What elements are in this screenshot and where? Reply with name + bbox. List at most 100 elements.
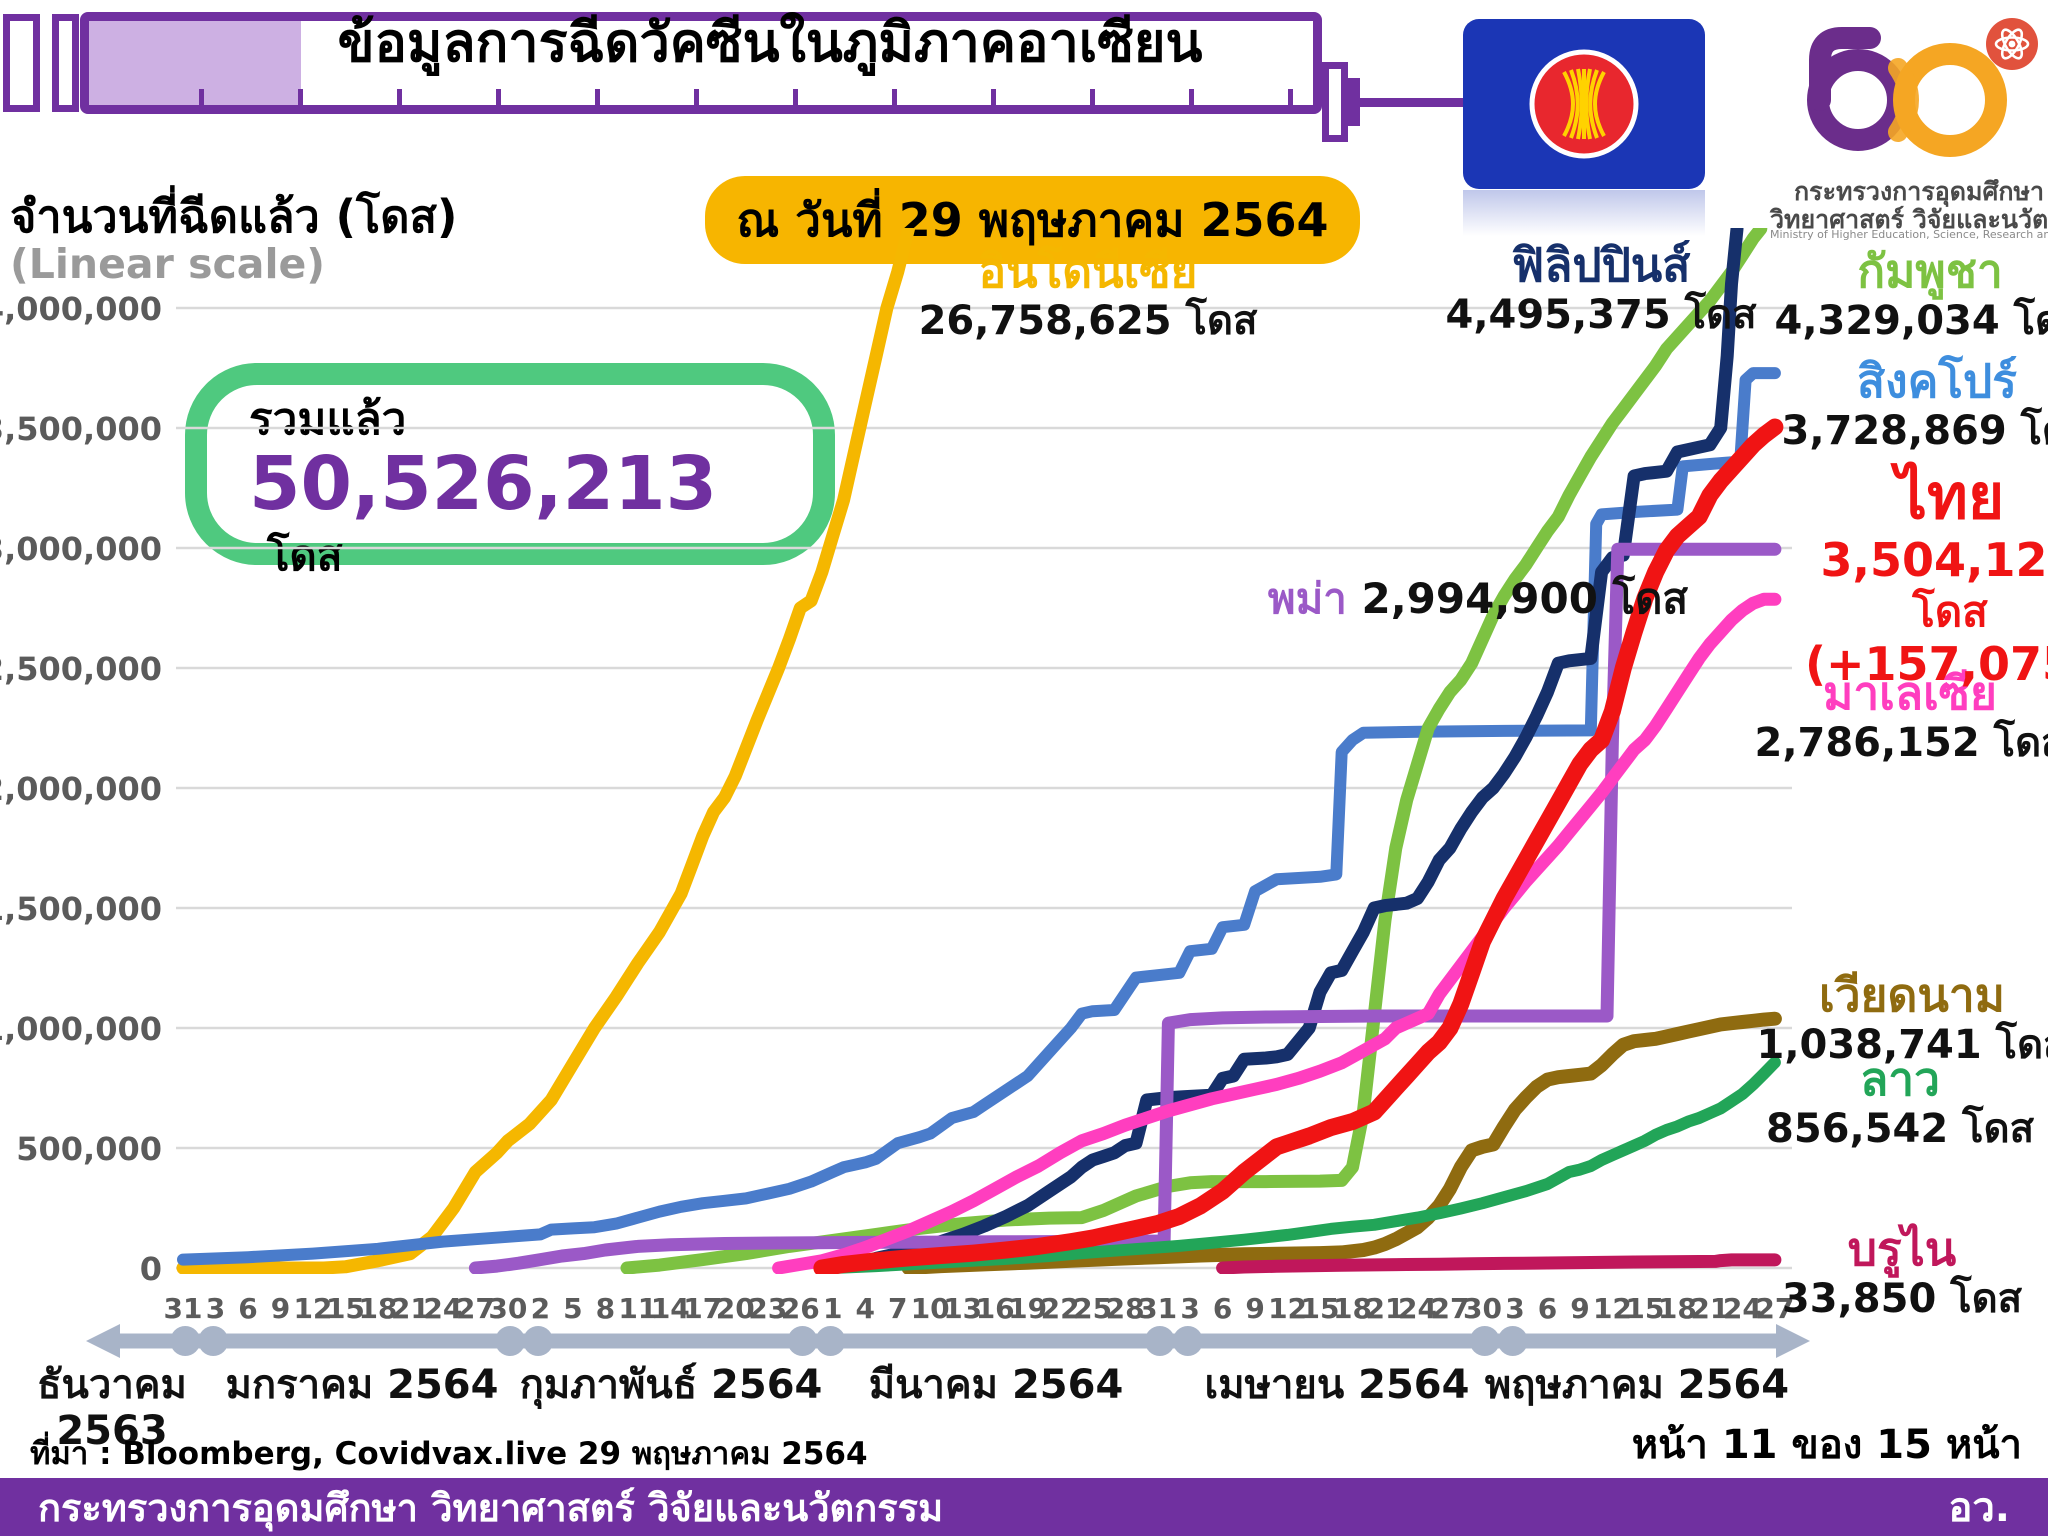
syringe-tick [793, 89, 798, 105]
syringe-tick [496, 89, 501, 105]
month-label: กุมภาพันธ์ 2564 [520, 1362, 823, 1410]
syringe-tick [694, 89, 699, 105]
syringe-nozzle [1322, 62, 1348, 142]
arrow-left-icon [86, 1324, 120, 1358]
x-axis-tick-label: 9 [271, 1292, 290, 1325]
month-boundary-dot [815, 1326, 846, 1356]
syringe-plunger-bar-1 [3, 14, 40, 112]
x-axis-tick-label: 27 [1755, 1292, 1794, 1325]
series-line-indonesia [176, 228, 915, 1274]
x-axis-tick-label: 12 [1268, 1292, 1307, 1325]
source-citation: ที่มา : Bloomberg, Covidvax.live 29 พฤษภ… [30, 1436, 868, 1472]
x-axis-tick-label: 14 [651, 1292, 690, 1325]
x-axis-tick-label: 2 [531, 1292, 550, 1325]
syringe-tick [1189, 89, 1194, 105]
x-axis-tick-label: 9 [1570, 1292, 1589, 1325]
x-axis-tick-label: 10 [911, 1292, 950, 1325]
page-title: ข้อมูลการฉีดวัคซีนในภูมิภาคอาเซียน [337, 11, 1203, 74]
x-axis-tick-label: 24 [1723, 1292, 1762, 1325]
month-boundary-dot [198, 1326, 229, 1356]
x-axis-tick-label: 27 [1431, 1292, 1470, 1325]
series-line-thailand [813, 418, 1784, 1274]
syringe-fill [89, 21, 301, 105]
syringe-tick [199, 89, 204, 105]
mhesi-name-line2: วิทยาศาสตร์ วิจัยและนวัตกรรม [1770, 205, 2048, 234]
month-boundary-dot [1172, 1326, 1203, 1356]
x-axis-tick-label: 21 [391, 1292, 430, 1325]
y-axis-tick-label: 1,000,000 [0, 1010, 162, 1048]
x-axis-tick-label: 19 [1008, 1292, 1047, 1325]
y-axis-tick-label: 500,000 [16, 1130, 162, 1168]
syringe-barrel [80, 12, 1322, 114]
total-unit: โดส [267, 531, 343, 581]
syringe-tick [1090, 89, 1095, 105]
mhesi-name-line1: กระทรวงการอุดมศึกษา [1794, 177, 2044, 206]
y-axis-tick-label: 2,500,000 [0, 650, 162, 688]
x-axis-tick-label: 18 [1333, 1292, 1372, 1325]
x-axis-tick-label: 21 [1690, 1292, 1729, 1325]
mhesi-name-line3: Ministry of Higher Education, Science, R… [1770, 228, 2048, 241]
x-axis-tick-label: 15 [1301, 1292, 1340, 1325]
x-axis-tick-label: 6 [1213, 1292, 1232, 1325]
month-label: มีนาคม 2564 [869, 1362, 1124, 1408]
syringe-tick [298, 89, 303, 105]
country-label-myanmar: พม่า 2,994,900 โดส [1267, 574, 1689, 623]
month-label: เมษายน 2564 [1205, 1362, 1470, 1408]
x-axis-tick-label: 1 [823, 1292, 842, 1325]
month-label: พฤษภาคม 2564 [1485, 1362, 1789, 1408]
mhesi-logo-icon [1807, 18, 2038, 157]
x-axis-tick-label: 4 [855, 1292, 874, 1325]
y-axis-title: จำนวนที่ฉีดแล้ว (โดส) [10, 190, 458, 243]
x-axis-tick-label: 25 [1073, 1292, 1112, 1325]
syringe-tick [595, 89, 600, 105]
x-axis-tick-label: 30 [488, 1292, 527, 1325]
month-boundary-dot [495, 1326, 526, 1356]
month-boundary-dot [523, 1326, 554, 1356]
x-axis-tick-label: 5 [563, 1292, 582, 1325]
series-line-vietnam [901, 1011, 1782, 1274]
date-badge: ณ วันที่ 29 พฤษภาคม 2564 [705, 176, 1360, 264]
x-axis-tick-label: 15 [326, 1292, 365, 1325]
y-axis-tick-label: 3,500,000 [0, 410, 162, 448]
x-axis-tick-label: 6 [238, 1292, 257, 1325]
series-lines [176, 228, 1784, 1274]
country-label-cambodia: กัมพูชา4,329,034 โดส [1774, 244, 2048, 345]
series-line-singapore [177, 367, 1781, 1266]
series-line-cambodia [620, 228, 1768, 1274]
country-label-singapore: สิงคโปร์3,728,869 โดส [1781, 354, 2048, 455]
country-label-philippines: ฟิลิปปินส์ 4,495,375 โดส [1445, 238, 1757, 339]
series-line-laos [826, 1056, 1781, 1274]
x-axis-tick-label: 24 [1398, 1292, 1437, 1325]
month-boundary-dot [1144, 1326, 1175, 1356]
y-axis-tick-label: 1,500,000 [0, 890, 162, 928]
x-axis-tick-label: 28 [1106, 1292, 1145, 1325]
x-axis-tick-label: 15 [1625, 1292, 1664, 1325]
syringe-tick [892, 89, 897, 105]
x-axis-tick-label: 11 [618, 1292, 657, 1325]
x-axis-tick-label: 3 [206, 1292, 225, 1325]
series-line-brunei [1216, 1253, 1782, 1274]
month-boundary-dot [1497, 1326, 1528, 1356]
x-axis-tick-label: 21 [1366, 1292, 1405, 1325]
x-axis-tick-label: 26 [781, 1292, 820, 1325]
asean-flag-icon [1463, 19, 1705, 189]
y-axis-tick-label: 2,000,000 [0, 770, 162, 808]
country-label-indonesia: อินโดนีเซีย 26,758,625 โดส [918, 244, 1258, 345]
country-label-laos: ลาว 856,542 โดส [1766, 1052, 2034, 1153]
syringe-plunger-bar-2 [52, 14, 79, 112]
country-label-vietnam: เวียดนาม 1,038,741 โดส [1756, 968, 2048, 1069]
x-axis-tick-label: 20 [716, 1292, 755, 1325]
total-label: รวมแล้ว [249, 394, 407, 445]
footer-ministry-name: กระทรวงการอุดมศึกษา วิทยาศาสตร์ วิจัยและ… [38, 1485, 944, 1530]
x-axis-tick-label: 8 [596, 1292, 615, 1325]
x-axis-tick-label: 18 [1658, 1292, 1697, 1325]
y-axis-tick-label: 3,000,000 [0, 530, 162, 568]
syringe-tick [1288, 89, 1293, 105]
y-axis-tick-label: 4,000,000 [0, 290, 162, 328]
month-boundary-dot [787, 1326, 818, 1356]
country-label-brunei: บรูไน 33,850 โดส [1781, 1222, 2023, 1323]
arrow-right-icon [1776, 1324, 1810, 1358]
month-boundary-dot [1469, 1326, 1500, 1356]
